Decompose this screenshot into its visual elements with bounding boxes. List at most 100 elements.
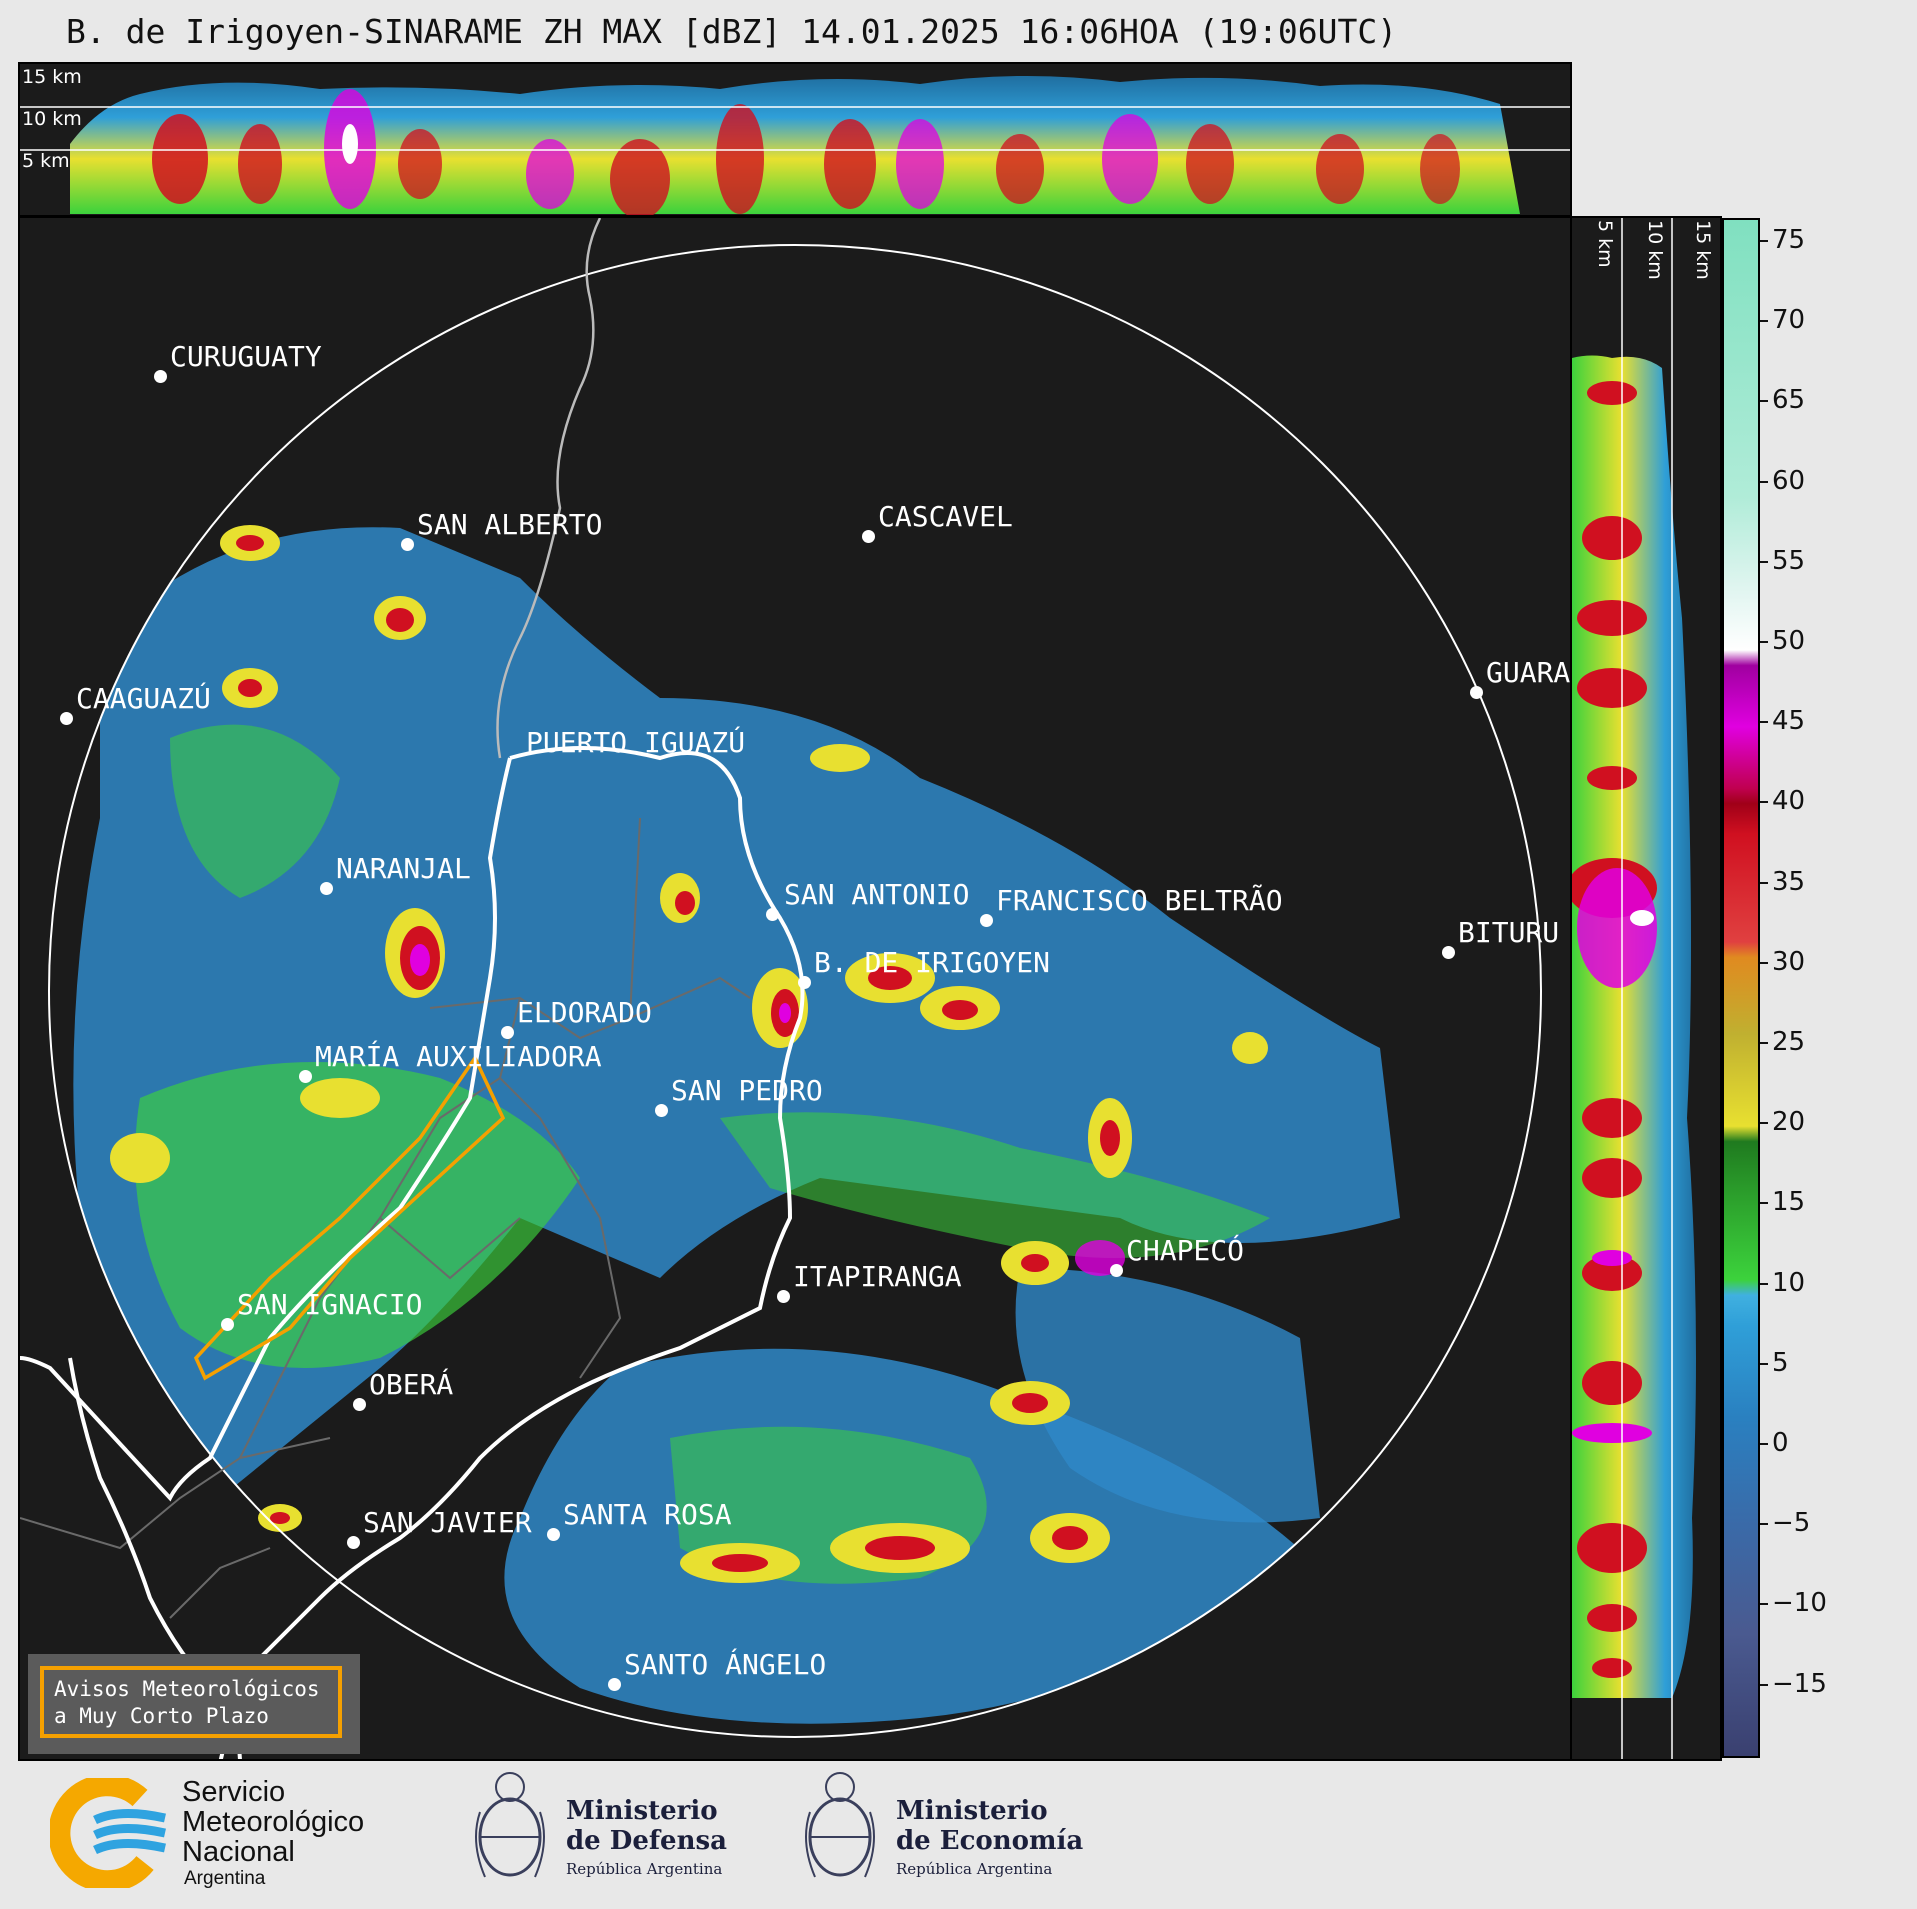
colorbar-tick-label: 65 bbox=[1772, 385, 1806, 416]
warnings-legend-frame: Avisos Meteorológicos a Muy Corto Plazo bbox=[40, 1666, 342, 1738]
city-label-curuguaty: CURUGUATY bbox=[170, 340, 322, 373]
city-label-santa-rosa: SANTA ROSA bbox=[563, 1498, 732, 1531]
city-dot-san-ignacio bbox=[221, 1318, 234, 1331]
defensa-name-line2: de Defensa bbox=[566, 1826, 727, 1856]
colorbar-tick-label: 60 bbox=[1772, 465, 1806, 496]
smn-name-line2: Meteorológico bbox=[182, 1806, 365, 1838]
colorbar-tick-mark bbox=[1760, 1122, 1768, 1125]
city-dot-santo-angelo bbox=[608, 1678, 621, 1691]
radar-map-plot bbox=[20, 218, 1542, 1759]
top-height-5km-label: 5 km bbox=[22, 150, 70, 172]
colorbar-tick-mark bbox=[1760, 881, 1768, 884]
parana-river-border bbox=[20, 757, 512, 1502]
city-label-francisco-beltrao: FRANCISCO BELTRÃO bbox=[996, 884, 1283, 917]
city-label-san-ignacio: SAN IGNACIO bbox=[237, 1288, 423, 1321]
city-label-chapeco: CHAPECÓ bbox=[1126, 1234, 1245, 1267]
top-height-10km-label: 10 km bbox=[22, 108, 82, 130]
city-dot-curuguaty bbox=[154, 370, 167, 383]
colorbar-tick-mark bbox=[1760, 400, 1768, 403]
side-cross-section-panel: 5 km 10 km 15 km bbox=[1570, 216, 1722, 1761]
colorbar-tick-mark bbox=[1760, 1042, 1768, 1044]
colorbar-tick-mark bbox=[1760, 1202, 1768, 1205]
economia-name-line2: de Economía bbox=[896, 1826, 1084, 1856]
city-dot-san-alberto bbox=[401, 538, 414, 551]
city-label-cascavel: CASCAVEL bbox=[878, 500, 1013, 533]
colorbar-tick-label: 55 bbox=[1772, 545, 1806, 576]
city-label-eldorado: ELDORADO bbox=[517, 996, 652, 1029]
city-dot-itapiranga bbox=[777, 1290, 790, 1303]
side-height-15km-label: 15 km bbox=[1692, 220, 1714, 280]
top-height-15km-label: 15 km bbox=[22, 66, 82, 88]
colorbar-tick-mark bbox=[1760, 1282, 1768, 1285]
top-cross-section-panel: 15 km 10 km 5 km bbox=[18, 62, 1572, 217]
city-label-naranjal: NARANJAL bbox=[336, 852, 471, 885]
city-dot-santa-rosa bbox=[547, 1528, 560, 1541]
colorbar-tick-mark bbox=[1760, 1443, 1768, 1445]
city-dot-naranjal bbox=[320, 882, 333, 895]
convective-cells bbox=[110, 525, 1268, 1583]
city-label-caaguazu: CAAGUAZÚ bbox=[76, 682, 211, 715]
city-label-b-de-irigoyen: B. DE IRIGOYEN bbox=[814, 946, 1051, 979]
side-cross-section-cells bbox=[1572, 381, 1657, 1678]
warnings-legend-line2: a Muy Corto Plazo bbox=[54, 1704, 269, 1728]
city-dot-chapeco bbox=[1110, 1264, 1123, 1277]
side-height-5km-label: 5 km bbox=[1594, 220, 1616, 268]
city-label-santo-angelo: SANTO ÁNGELO bbox=[624, 1648, 827, 1681]
colorbar-tick-label: 30 bbox=[1772, 946, 1806, 977]
economia-name-line1: Ministerio bbox=[896, 1796, 1048, 1826]
city-label-bituru: BITURU bbox=[1458, 916, 1560, 949]
colorbar-tick-label: 10 bbox=[1772, 1267, 1806, 1298]
colorbar-tick-mark bbox=[1760, 560, 1768, 563]
range-ring bbox=[48, 244, 1542, 1738]
side-height-10km-label: 10 km bbox=[1644, 220, 1666, 280]
city-dot-bituru bbox=[1442, 946, 1455, 959]
city-label-obera: OBERÁ bbox=[369, 1368, 454, 1401]
colorbar-tick-label: 75 bbox=[1772, 225, 1806, 255]
warning-polygon bbox=[193, 1054, 506, 1381]
city-label-puerto-iguazu: PUERTO IGUAZÚ bbox=[526, 726, 746, 759]
warnings-legend: Avisos Meteorológicos a Muy Corto Plazo bbox=[28, 1654, 360, 1754]
colorbar-tick-mark bbox=[1760, 480, 1768, 483]
radar-map-panel: CURUGUATY SAN ALBERTO CASCAVEL CAAGUAZÚ … bbox=[18, 216, 1572, 1761]
defensa-name-line1: Ministerio bbox=[566, 1796, 718, 1826]
city-dot-san-antonio bbox=[766, 908, 779, 921]
echo-field bbox=[73, 527, 1400, 1724]
colorbar-tick-mark bbox=[1760, 240, 1768, 242]
colorbar-tick-label: 0 bbox=[1772, 1428, 1789, 1458]
city-dot-francisco-beltrao bbox=[980, 914, 993, 927]
city-dot-obera bbox=[353, 1398, 366, 1411]
colorbar-tick-label: −10 bbox=[1772, 1588, 1827, 1619]
map-title: B. de Irigoyen-SINARAME ZH MAX [dBZ] 14.… bbox=[66, 12, 1398, 51]
colorbar-tick-mark bbox=[1760, 721, 1768, 724]
argentina-coat-of-arms-icon-economia bbox=[805, 1772, 875, 1878]
departmental-boundaries bbox=[20, 817, 751, 1619]
colorbar-tick-label: 45 bbox=[1772, 706, 1806, 737]
smn-name-line1: Servicio bbox=[182, 1776, 286, 1808]
colorbar-tick-mark bbox=[1760, 320, 1768, 323]
colorbar-tick-label: 5 bbox=[1772, 1347, 1789, 1378]
dbz-colorbar bbox=[1722, 218, 1760, 1758]
defensa-subtitle: República Argentina bbox=[566, 1860, 723, 1878]
argentina-coat-of-arms-icon-defensa bbox=[475, 1772, 545, 1878]
economia-subtitle: República Argentina bbox=[896, 1860, 1053, 1878]
colorbar-tick-mark bbox=[1760, 961, 1768, 964]
city-dot-eldorado bbox=[501, 1026, 514, 1039]
colorbar-tick-label: 50 bbox=[1772, 626, 1806, 656]
colorbar-tick-label: −15 bbox=[1772, 1668, 1827, 1699]
city-label-san-javier: SAN JAVIER bbox=[363, 1506, 532, 1539]
city-dot-guara bbox=[1470, 686, 1483, 699]
colorbar-tick-mark bbox=[1760, 1523, 1768, 1526]
colorbar-tick-mark bbox=[1760, 801, 1768, 804]
city-label-guara: GUARA bbox=[1486, 656, 1571, 689]
city-dot-b-de-irigoyen bbox=[798, 976, 811, 989]
colorbar-tick-label: 40 bbox=[1772, 786, 1806, 817]
colorbar-tick-label: −5 bbox=[1772, 1508, 1811, 1539]
top-cross-section-cells bbox=[152, 89, 1460, 215]
city-dot-san-pedro bbox=[655, 1104, 668, 1117]
colorbar-tick-mark bbox=[1760, 1683, 1768, 1686]
city-dot-cascavel bbox=[862, 530, 875, 543]
city-label-san-pedro: SAN PEDRO bbox=[671, 1074, 823, 1107]
city-label-itapiranga: ITAPIRANGA bbox=[793, 1260, 962, 1293]
side-cross-section-plot bbox=[1572, 218, 1696, 1759]
colorbar-tick-mark bbox=[1760, 1603, 1768, 1606]
